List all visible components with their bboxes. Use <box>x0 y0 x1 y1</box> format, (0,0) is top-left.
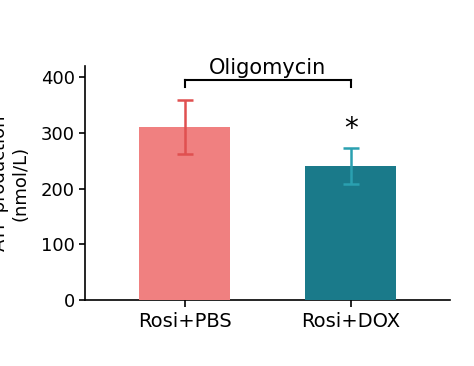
Text: *: * <box>344 115 358 143</box>
Bar <box>305 166 396 300</box>
Text: Oligomycin: Oligomycin <box>209 57 327 78</box>
Y-axis label: ATP production
(nmol/L): ATP production (nmol/L) <box>0 115 30 251</box>
Bar <box>139 127 230 300</box>
